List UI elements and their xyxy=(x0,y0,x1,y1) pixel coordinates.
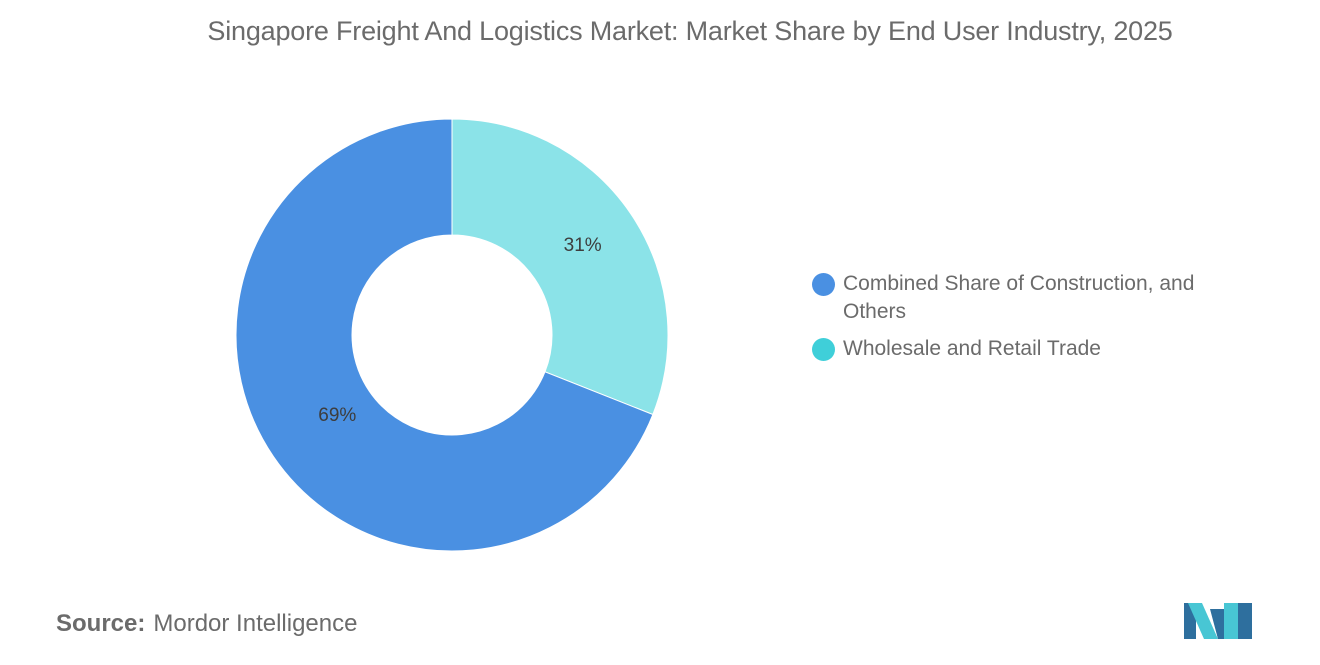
donut-slice-combined[interactable] xyxy=(235,118,654,552)
legend-label-combined: Combined Share of Construction, and Othe… xyxy=(843,272,1195,323)
legend-item-combined[interactable]: Combined Share of Construction, and Othe… xyxy=(812,270,1252,326)
mordor-intelligence-logo xyxy=(1184,603,1252,639)
slice-label-wholesale-retail: 31% xyxy=(564,235,602,256)
source-text: Mordor Intelligence xyxy=(153,610,358,637)
slice-labels-layer: 31% 69% xyxy=(318,235,601,426)
slices-layer xyxy=(235,118,669,552)
legend-label-wholesale-retail: Wholesale and Retail Trade xyxy=(843,337,1101,360)
slice-label-combined: 69% xyxy=(318,405,356,426)
legend: Combined Share of Construction, and Othe… xyxy=(812,270,1252,372)
source-prefix: Source: xyxy=(56,610,146,637)
donut-slice-wholesale-retail[interactable] xyxy=(451,118,669,416)
legend-swatch-wholesale-retail xyxy=(812,338,835,361)
source-note: Source: Mordor Intelligence xyxy=(56,610,357,638)
legend-item-wholesale-retail[interactable]: Wholesale and Retail Trade xyxy=(812,335,1252,363)
chart-title: Singapore Freight And Logistics Market: … xyxy=(207,16,1173,46)
legend-swatch-combined xyxy=(812,273,835,296)
